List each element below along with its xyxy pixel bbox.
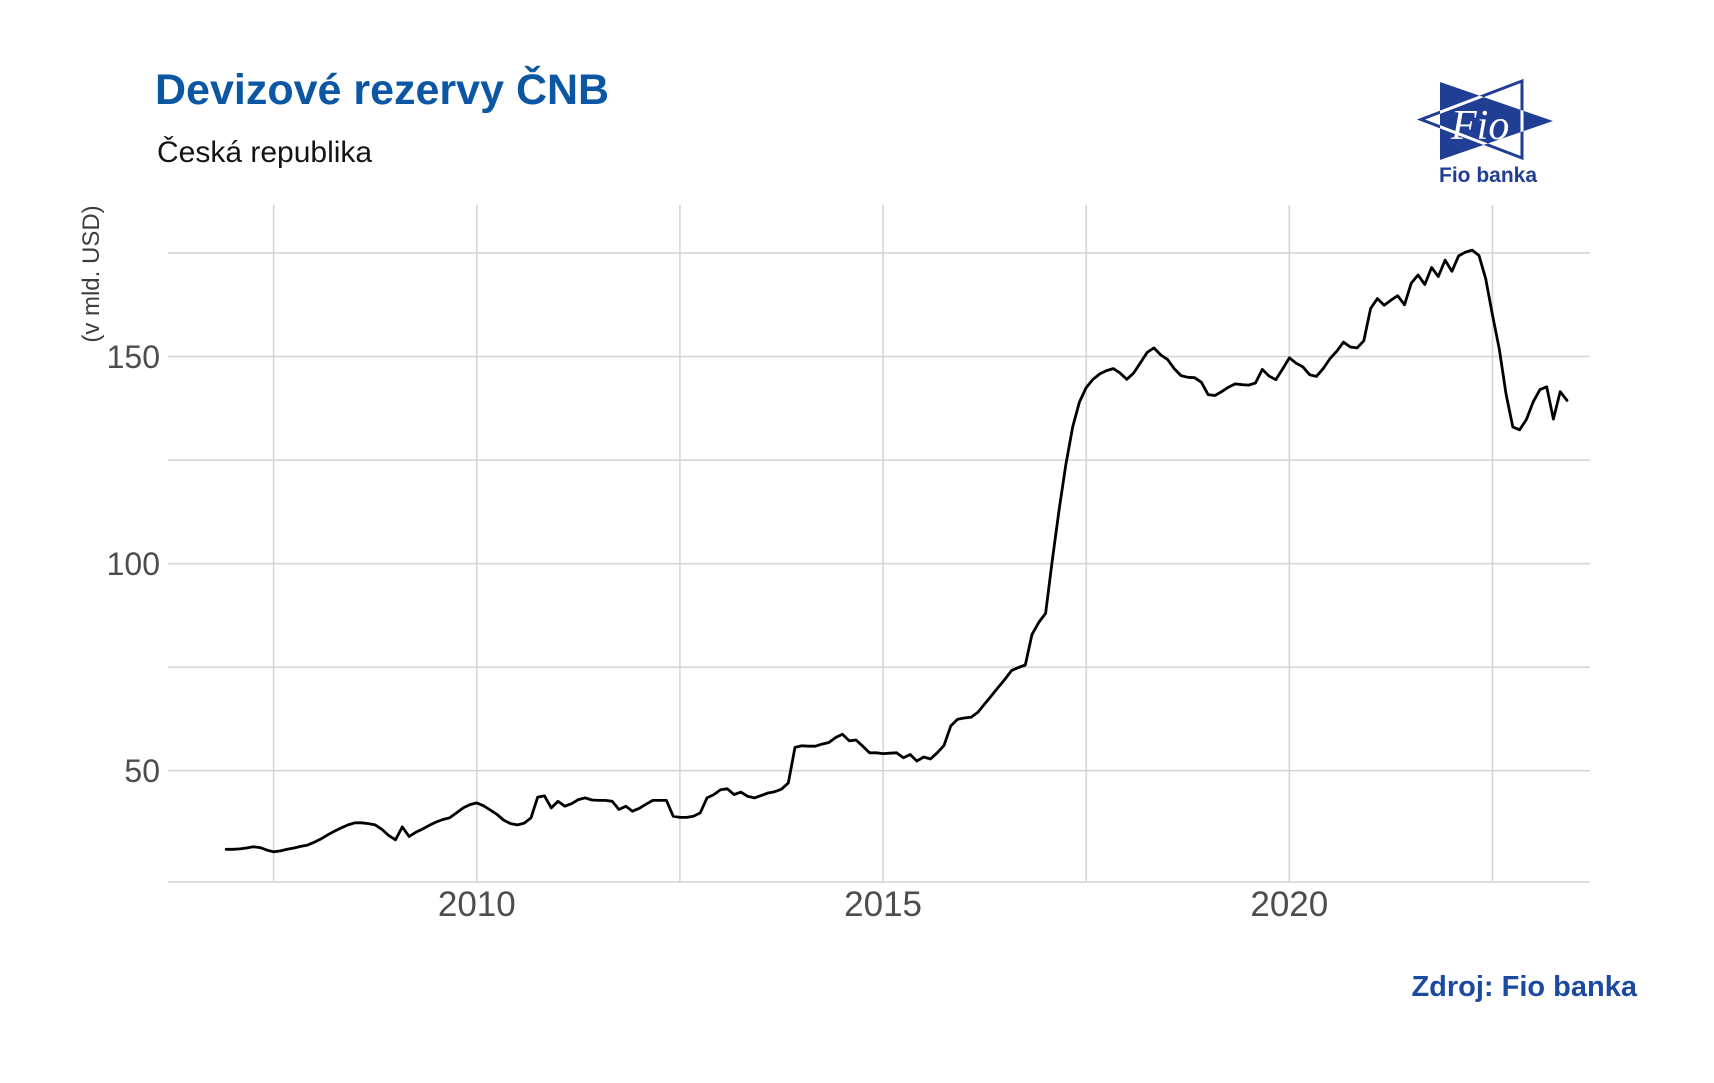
fio-star-icon: Fio	[1416, 78, 1553, 161]
fio-logo-caption: Fio banka	[1439, 164, 1538, 187]
y-tick-label: 100	[107, 546, 160, 582]
source-note: Zdroj: Fio banka	[1411, 971, 1637, 1003]
page-title: Devizové rezervy ČNB	[155, 66, 610, 114]
x-tick-label: 2010	[438, 885, 516, 924]
fio-logo-text: Fio	[1450, 103, 1509, 149]
fio-logo: Fio	[1415, 76, 1630, 188]
x-tick-label: 2015	[844, 885, 922, 924]
y-tick-label: 50	[124, 753, 160, 789]
reserves-series-line	[224, 248, 1569, 854]
page-subtitle: Česká republika	[157, 136, 373, 169]
y-tick-label: 150	[107, 339, 160, 375]
x-tick-label: 2020	[1250, 885, 1328, 924]
